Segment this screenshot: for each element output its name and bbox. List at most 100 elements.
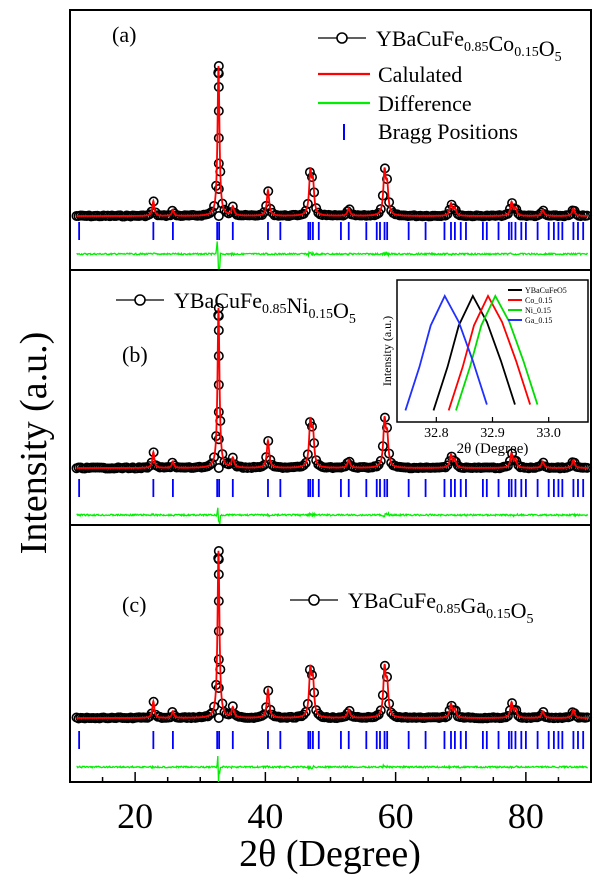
observed-point (227, 452, 238, 463)
formula-subscript: 5 (527, 612, 534, 627)
formula-subscript: 0.85 (464, 40, 489, 55)
panel-label: (c) (122, 592, 146, 617)
formula-part: YBaCuFe (376, 26, 464, 51)
bragg-ticks (78, 731, 585, 749)
observed-points (71, 545, 593, 724)
sample-legend: YBaCuFe0.85Co0.15O5 (318, 26, 562, 65)
y-axis-label: Intensity (a.u.) (13, 332, 55, 555)
panels-layer: (a) YBaCuFe0.85Co0.15O5CalulatedDifferenc… (69, 9, 593, 783)
observed-point (204, 459, 215, 470)
observed-point (298, 460, 309, 471)
inset-legend-label: Ga_0.15 (525, 316, 552, 325)
inset-series-line (455, 294, 539, 411)
inset-series-line (447, 294, 531, 411)
inset-legend-label: Co_0.15 (525, 296, 552, 305)
x-axis: 20 40 60 80 (69, 772, 592, 836)
formula-part: Ga (461, 593, 487, 618)
formula-subscript: 0.15 (514, 45, 539, 60)
x-tick-label: 80 (508, 796, 544, 836)
panel-label: (b) (122, 342, 148, 367)
observed-point (213, 682, 224, 693)
observed-point (213, 462, 224, 473)
panel-frame (69, 524, 592, 783)
bragg-ticks (78, 222, 585, 240)
observed-point (206, 707, 217, 718)
difference-line (76, 507, 589, 526)
observed-point (213, 712, 224, 723)
sample-formula: YBaCuFe0.85Co0.15O5 (376, 26, 562, 65)
legend-bragg-label: Bragg Positions (378, 119, 518, 144)
formula-subscript: 0.85 (262, 302, 287, 317)
inset-x-tick-label: 32.9 (480, 426, 505, 441)
observed-point (213, 158, 224, 169)
formula-part: YBaCuFe (348, 588, 436, 613)
observed-point (213, 654, 224, 665)
formula-part: O (539, 36, 555, 61)
x-tick-label: 40 (247, 796, 283, 836)
formula-part: Ni (287, 293, 309, 318)
observed-point (213, 211, 224, 222)
legend-difference-label: Difference (378, 91, 472, 116)
x-tick-label: 60 (378, 796, 414, 836)
observed-point (204, 208, 215, 219)
x-tick-label: 20 (117, 796, 153, 836)
sample-formula: YBaCuFe0.85Ga0.15O5 (348, 588, 534, 627)
sample-legend: YBaCuFe0.85Ni0.15O5 (116, 288, 356, 327)
difference-line (76, 756, 588, 782)
sample-formula: YBaCuFe0.85Ni0.15O5 (174, 288, 356, 327)
observed-point (206, 458, 217, 469)
legend-marker (134, 294, 146, 306)
formula-subscript: 0.15 (486, 607, 511, 622)
observed-point (502, 460, 513, 471)
observed-point (213, 184, 224, 195)
formula-subscript: 0.85 (436, 602, 461, 617)
inset-y-label: Intensity (a.u.) (380, 316, 394, 386)
formula-subscript: 5 (349, 312, 356, 327)
observed-point (511, 705, 522, 716)
observed-point (298, 709, 309, 720)
bragg-ticks (78, 479, 585, 497)
inset-x-tick-label: 32.8 (424, 426, 449, 441)
formula-part: O (333, 298, 349, 323)
legend-calculated-label: Calulated (378, 62, 462, 87)
inset-series-line (404, 294, 488, 411)
observed-point (256, 710, 267, 721)
difference-line (76, 241, 589, 271)
observed-point (442, 711, 453, 722)
panel-b: (b) YBaCuFe0.85Ni0.15O5 (69, 269, 593, 526)
sample-legend: YBaCuFe0.85Ga0.15O5 (290, 588, 534, 627)
x-axis-label: 2θ (Degree) (239, 833, 421, 875)
observed-point (375, 455, 386, 466)
panel-label: (a) (112, 22, 136, 47)
observed-point (306, 172, 317, 183)
calculated-line (76, 65, 588, 217)
observed-point (502, 710, 513, 721)
legend-marker (336, 32, 348, 44)
formula-subscript: 5 (555, 50, 562, 65)
panel-a: (a) YBaCuFe0.85Co0.15O5CalulatedDifferenc… (69, 9, 593, 271)
observed-point (375, 705, 386, 716)
observed-point (206, 206, 217, 217)
inset-legend-label: YBaCuFeO5 (525, 286, 567, 295)
observed-point (204, 709, 215, 720)
panel-c: (c) YBaCuFe0.85Ga0.15O5 (69, 524, 593, 783)
observed-point (227, 201, 238, 212)
inset-x-tick-label: 33.0 (536, 426, 561, 441)
observed-point (502, 208, 513, 219)
calculated-line (76, 307, 588, 469)
formula-subscript: 0.15 (309, 307, 334, 322)
calculated-line (76, 550, 588, 719)
inset-x-label: 2θ (Degree) (457, 441, 529, 457)
observed-point (300, 205, 311, 216)
formula-part: YBaCuFe (174, 288, 262, 313)
observed-point (213, 406, 224, 417)
legend-marker (308, 594, 320, 606)
observed-point (375, 204, 386, 215)
formula-part: O (511, 598, 527, 623)
fit-legend: Calulated Difference Bragg Positions (318, 62, 518, 144)
formula-part: Co (489, 31, 515, 56)
observed-point (256, 461, 267, 472)
observed-point (213, 434, 224, 445)
